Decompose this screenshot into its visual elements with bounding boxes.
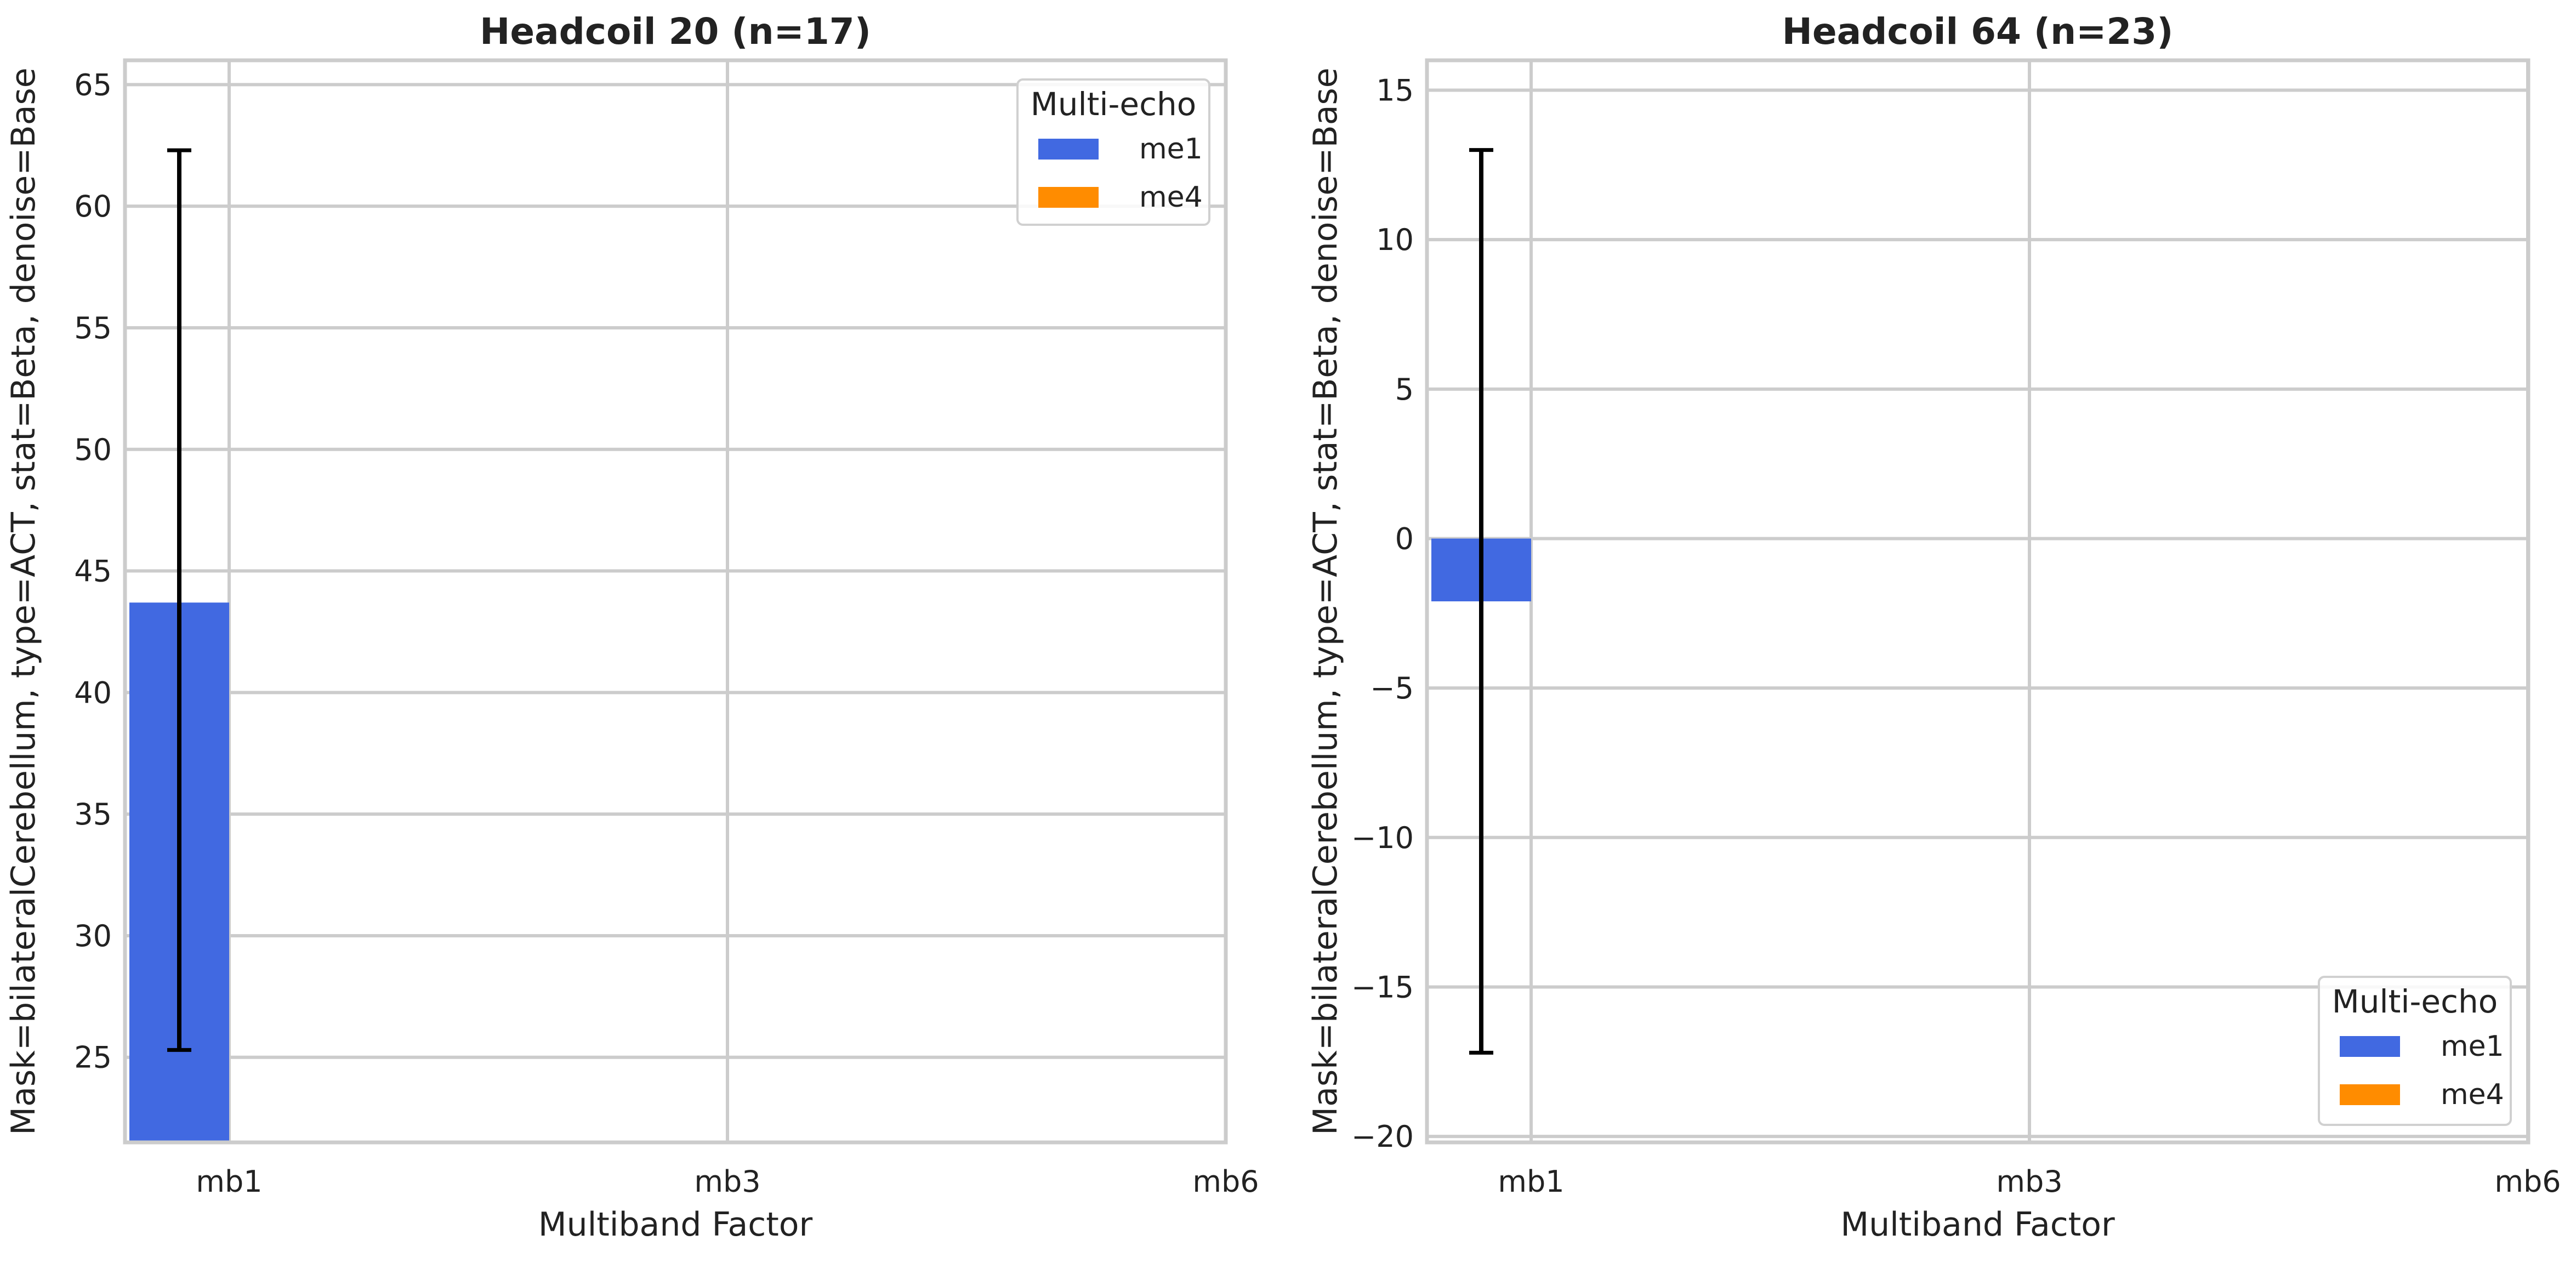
y-tick-label: −15	[1351, 970, 1414, 1004]
y-tick-label: 50	[74, 433, 112, 467]
legend-swatch-me1	[2340, 1036, 2400, 1057]
y-tick-label: −5	[1370, 671, 1414, 706]
x-tick-label: mb3	[1996, 1164, 2062, 1199]
legend-label-me4: me4	[1139, 181, 1203, 214]
y-tick-label: 55	[74, 311, 112, 345]
x-tick-label: mb1	[1498, 1164, 1564, 1199]
y-tick-label: 60	[74, 189, 112, 224]
legend-swatch-me1	[1038, 139, 1099, 160]
chart-panel-1: 25 30 35 40 45 50 55 60 65 mb1 mb3 mb6 Headcoil 20 (…	[4, 10, 1259, 1244]
chart-title: Headcoil 20 (n=17)	[480, 10, 871, 53]
grid-lines	[1427, 60, 2529, 1142]
y-tick-label: −10	[1351, 821, 1414, 855]
legend-label-me1: me1	[2441, 1030, 2504, 1063]
y-tick-label: 65	[74, 67, 112, 102]
x-tick-label: mb6	[2494, 1164, 2561, 1199]
legend: Multi-echo me1 me4	[2318, 976, 2512, 1126]
legend-swatch-me4	[2340, 1084, 2400, 1105]
plot-frame	[1425, 58, 2530, 1145]
x-tick-label: mb1	[196, 1164, 262, 1199]
x-tick-label: mb3	[694, 1164, 760, 1199]
y-tick-label: 15	[1376, 73, 1414, 108]
y-tick-label: 30	[74, 919, 112, 953]
legend-label-me4: me4	[2441, 1078, 2504, 1111]
y-tick-label: 25	[74, 1040, 112, 1075]
chart-title: Headcoil 64 (n=23)	[1782, 10, 2174, 53]
chart-panel-2: −20 −15 −10 −5 0 5 10 15 mb1 mb3 mb6 Headcoil 64 (n…	[1306, 10, 2561, 1244]
y-axis-label: Mask=bilateralCerebellum, type=ACT, stat…	[4, 67, 43, 1135]
y-tick-label: 5	[1395, 372, 1414, 407]
y-tick-label: 45	[74, 554, 112, 589]
y-tick-label: 0	[1395, 521, 1414, 556]
x-axis-label: Multiband Factor	[1840, 1205, 2115, 1244]
legend-label-me1: me1	[1139, 133, 1203, 166]
y-tick-label: 10	[1376, 223, 1414, 257]
errorbar-me1-mb1	[1469, 148, 1493, 1055]
x-axis-label: Multiband Factor	[538, 1205, 813, 1244]
plot-frame	[123, 58, 1228, 1145]
y-tick-label: 35	[74, 797, 112, 832]
y-tick-label: 40	[74, 675, 112, 710]
y-axis-label: Mask=bilateralCerebellum, type=ACT, stat…	[1306, 67, 1345, 1135]
legend-title: Multi-echo	[2332, 983, 2498, 1020]
legend: Multi-echo me1 me4	[1016, 78, 1210, 226]
legend-swatch-me4	[1038, 187, 1099, 208]
errorbar-me1-mb1	[167, 148, 191, 1052]
y-tick-label: −20	[1351, 1119, 1414, 1154]
legend-title: Multi-echo	[1031, 86, 1197, 123]
x-tick-label: mb6	[1192, 1164, 1259, 1199]
